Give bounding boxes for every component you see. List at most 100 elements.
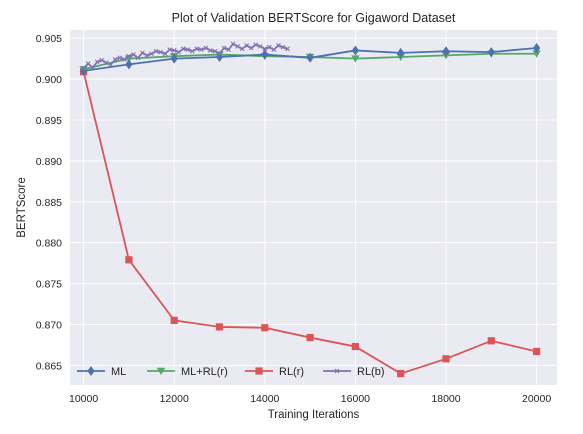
data-point bbox=[261, 49, 269, 60]
series-ml bbox=[79, 42, 541, 76]
plot-area bbox=[70, 30, 557, 385]
data-point bbox=[215, 51, 224, 62]
legend-marker bbox=[334, 368, 340, 374]
data-point bbox=[162, 51, 168, 57]
legend-label: ML bbox=[111, 366, 126, 378]
data-point bbox=[306, 333, 314, 342]
data-point bbox=[125, 59, 133, 70]
data-point bbox=[261, 324, 269, 332]
data-point bbox=[285, 46, 290, 52]
y-tick-label: 0.870 bbox=[36, 319, 62, 331]
data-point bbox=[253, 42, 259, 48]
data-point bbox=[262, 46, 268, 52]
data-point bbox=[276, 43, 281, 48]
x-tick-label: 20000 bbox=[522, 393, 551, 405]
data-point bbox=[397, 47, 405, 58]
series-group bbox=[79, 41, 541, 378]
y-tick-label: 0.880 bbox=[36, 238, 62, 250]
data-point bbox=[79, 65, 88, 76]
data-point bbox=[131, 52, 136, 57]
data-point bbox=[117, 55, 123, 61]
data-point bbox=[351, 45, 360, 56]
y-tick-label: 0.890 bbox=[36, 156, 62, 168]
y-tick-label: 0.905 bbox=[36, 33, 62, 45]
data-point bbox=[208, 48, 213, 53]
legend: ML ML+RL(r) RL(r) RL(b) bbox=[77, 366, 385, 378]
legend-marker bbox=[156, 367, 166, 375]
y-tick-label: 0.900 bbox=[36, 74, 62, 86]
y-tick-label: 0.875 bbox=[36, 279, 62, 291]
data-point bbox=[103, 60, 109, 66]
legend-label: ML+RL(r) bbox=[181, 366, 228, 378]
data-point bbox=[108, 61, 114, 67]
data-point bbox=[135, 55, 141, 61]
data-point bbox=[126, 53, 132, 59]
data-point bbox=[532, 50, 541, 58]
data-point bbox=[140, 50, 145, 56]
data-point bbox=[189, 48, 195, 54]
data-point bbox=[230, 41, 236, 47]
data-point bbox=[533, 42, 541, 53]
data-point bbox=[239, 46, 245, 52]
data-point bbox=[198, 47, 204, 53]
data-point bbox=[266, 44, 272, 50]
data-point bbox=[99, 57, 105, 63]
data-point bbox=[85, 61, 91, 66]
y-tick-label: 0.865 bbox=[36, 360, 62, 372]
data-point bbox=[442, 355, 450, 363]
data-point bbox=[170, 53, 178, 64]
data-point bbox=[351, 55, 360, 63]
legend-label: RL(b) bbox=[357, 366, 385, 378]
data-point bbox=[176, 49, 182, 55]
data-point bbox=[221, 45, 227, 51]
data-point bbox=[125, 256, 133, 264]
data-point bbox=[167, 47, 173, 53]
data-point bbox=[212, 48, 218, 54]
data-point bbox=[226, 47, 231, 53]
legend-item-ml-rl-r: ML+RL(r) bbox=[147, 366, 228, 378]
data-point bbox=[90, 65, 96, 71]
data-point bbox=[271, 47, 277, 53]
data-point bbox=[171, 48, 177, 53]
data-point bbox=[194, 46, 200, 52]
x-tick-label: 10000 bbox=[69, 393, 98, 405]
data-point bbox=[487, 47, 495, 58]
data-point bbox=[248, 45, 254, 51]
data-point bbox=[153, 48, 159, 54]
data-point bbox=[144, 52, 150, 58]
legend-item-rl-b: RL(b) bbox=[323, 366, 385, 378]
x-tick-label: 12000 bbox=[160, 393, 189, 405]
data-point bbox=[185, 47, 191, 53]
data-point bbox=[235, 43, 241, 49]
y-axis-label: BERTScore bbox=[16, 177, 28, 238]
legend-marker bbox=[87, 366, 95, 376]
legend-marker bbox=[255, 367, 263, 375]
data-point bbox=[351, 342, 360, 351]
legend-label: RL(r) bbox=[279, 366, 304, 378]
x-tick-label: 16000 bbox=[341, 393, 370, 405]
data-point bbox=[81, 66, 86, 71]
data-point bbox=[158, 49, 163, 55]
data-point bbox=[203, 45, 209, 51]
data-point bbox=[533, 347, 541, 356]
data-point bbox=[170, 316, 178, 324]
data-point bbox=[121, 57, 127, 62]
data-point bbox=[280, 44, 286, 50]
data-point bbox=[215, 323, 224, 331]
series-rl-r bbox=[79, 68, 541, 378]
x-tick-label: 14000 bbox=[250, 393, 279, 405]
data-point bbox=[244, 43, 250, 48]
legend-item-rl-r: RL(r) bbox=[245, 366, 304, 378]
data-point bbox=[94, 59, 100, 65]
x-tick-label: 18000 bbox=[431, 393, 460, 405]
y-tick-label: 0.885 bbox=[36, 197, 62, 209]
legend-item-ml: ML bbox=[77, 366, 126, 378]
data-point bbox=[217, 51, 222, 57]
y-tick-label: 0.895 bbox=[36, 115, 62, 127]
data-point bbox=[442, 46, 450, 57]
data-point bbox=[487, 337, 495, 345]
data-point bbox=[112, 57, 118, 62]
tick-labels: 10000 12000 14000 16000 18000 20000 0.865 0.870… bbox=[36, 33, 552, 405]
x-axis-label: Training Iterations bbox=[268, 409, 360, 421]
